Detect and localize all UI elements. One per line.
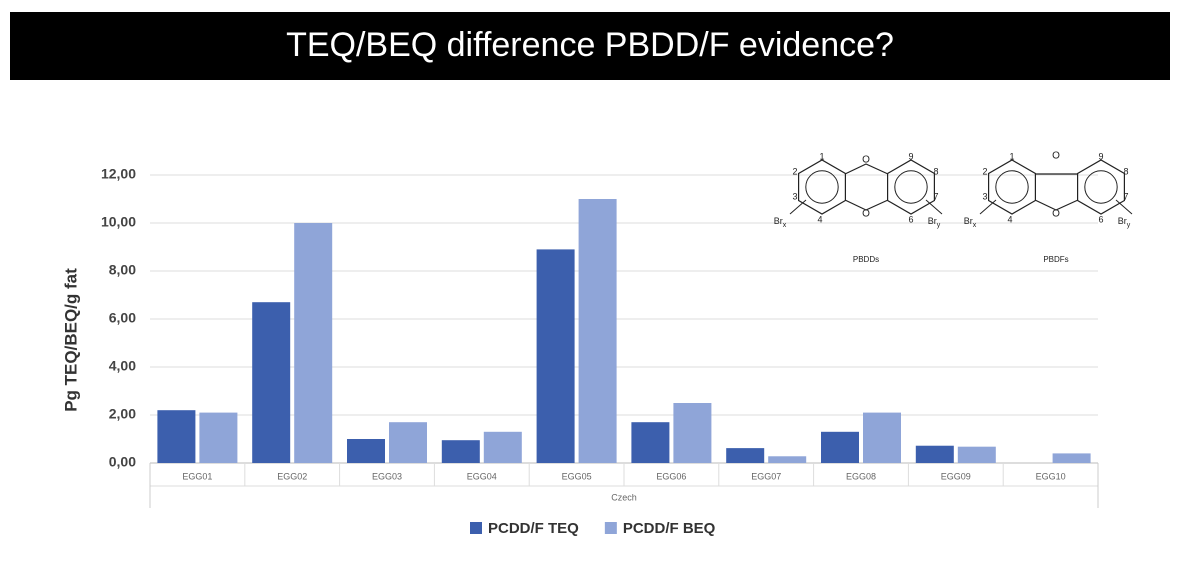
substituent-base: Br (928, 216, 937, 226)
structure-label: PBDFs (1043, 255, 1068, 264)
atom-number: 4 (817, 214, 822, 224)
atom-number: 6 (908, 214, 913, 224)
y-tick-label: 6,00 (109, 310, 136, 326)
ring-circle (894, 170, 928, 204)
bond (789, 199, 807, 215)
bar (631, 422, 670, 463)
bar (821, 431, 859, 463)
atom-number: 6 (1098, 214, 1103, 224)
bar (441, 440, 480, 463)
legend-swatch (470, 522, 482, 534)
bar (536, 249, 575, 463)
structure-label: PBDDs (853, 255, 879, 264)
substituent: Brx (964, 216, 977, 228)
bar (389, 422, 427, 463)
bond (844, 163, 889, 175)
x-tick-label: EGG08 (846, 471, 876, 481)
y-tick-label: 0,00 (109, 454, 136, 470)
bar (1052, 453, 1091, 463)
atom-number: 3 (982, 191, 987, 201)
ring-circle (805, 170, 839, 204)
bar (863, 412, 901, 463)
bar (957, 446, 996, 463)
atom-number: 9 (1098, 151, 1103, 161)
oxygen: O (862, 155, 870, 166)
bond (979, 199, 997, 215)
oxygen: O (1052, 151, 1060, 162)
y-tick-label: 12,00 (101, 166, 136, 182)
x-tick-label: EGG03 (372, 471, 402, 481)
atom-number: 7 (933, 191, 938, 201)
substituent: Bry (1118, 216, 1131, 228)
bar (915, 445, 954, 463)
atom-number: 1 (819, 151, 824, 161)
substituent-sub: x (783, 222, 787, 229)
x-tick-label: EGG05 (562, 471, 592, 481)
x-tick-label: EGG07 (751, 471, 781, 481)
x-tick-label: EGG09 (941, 471, 971, 481)
atom-number: 8 (933, 166, 938, 176)
bond (844, 199, 889, 211)
substituent-sub: x (973, 222, 977, 229)
legend-label: PCDD/F TEQ (488, 520, 579, 537)
y-tick-label: 10,00 (101, 214, 136, 230)
atom-number: 7 (1123, 191, 1128, 201)
x-tick-label: EGG04 (467, 471, 497, 481)
substituent-base: Br (964, 216, 973, 226)
bar (157, 410, 196, 463)
bond (1115, 199, 1133, 215)
atom-number: 9 (908, 151, 913, 161)
bar (673, 403, 712, 463)
bond (925, 199, 943, 215)
legend-swatch (604, 522, 617, 534)
x-tick-label: EGG02 (277, 471, 307, 481)
bar (199, 412, 238, 463)
bond (1034, 199, 1079, 211)
atom-number: 1 (1009, 151, 1014, 161)
atom-number: 2 (982, 166, 987, 176)
atom-number: 2 (792, 166, 797, 176)
bar (768, 456, 807, 463)
substituent: Bry (928, 216, 941, 228)
bar (726, 448, 765, 463)
substituent-base: Br (774, 216, 783, 226)
y-tick-label: 4,00 (109, 358, 136, 374)
x-tick-label: EGG01 (182, 471, 212, 481)
ring-circle (995, 170, 1029, 204)
bar (578, 199, 617, 463)
oxygen: O (862, 209, 870, 220)
bar (252, 302, 291, 463)
ring-circle (1084, 170, 1118, 204)
substituent-sub: y (1127, 222, 1131, 229)
substituent: Brx (774, 216, 787, 228)
y-tick-label: 2,00 (109, 406, 136, 422)
title-banner (10, 12, 1170, 80)
chart-title: TEQ/BEQ difference PBDD/F evidence? (286, 26, 894, 64)
x-tick-label: EGG10 (1036, 471, 1066, 481)
substituent-sub: y (937, 222, 941, 229)
atom-number: 8 (1123, 166, 1128, 176)
x-tick-label: EGG06 (656, 471, 686, 481)
y-axis-label: Pg TEQ/BEQ/g fat (61, 268, 80, 412)
substituent-base: Br (1118, 216, 1127, 226)
group-label: Czech (611, 492, 637, 502)
oxygen: O (1052, 209, 1060, 220)
bar (294, 223, 333, 463)
bar (483, 431, 522, 463)
y-tick-label: 8,00 (109, 262, 136, 278)
legend-label: PCDD/F BEQ (623, 520, 716, 537)
atom-number: 4 (1007, 214, 1012, 224)
atom-number: 3 (792, 191, 797, 201)
bar (347, 439, 385, 463)
